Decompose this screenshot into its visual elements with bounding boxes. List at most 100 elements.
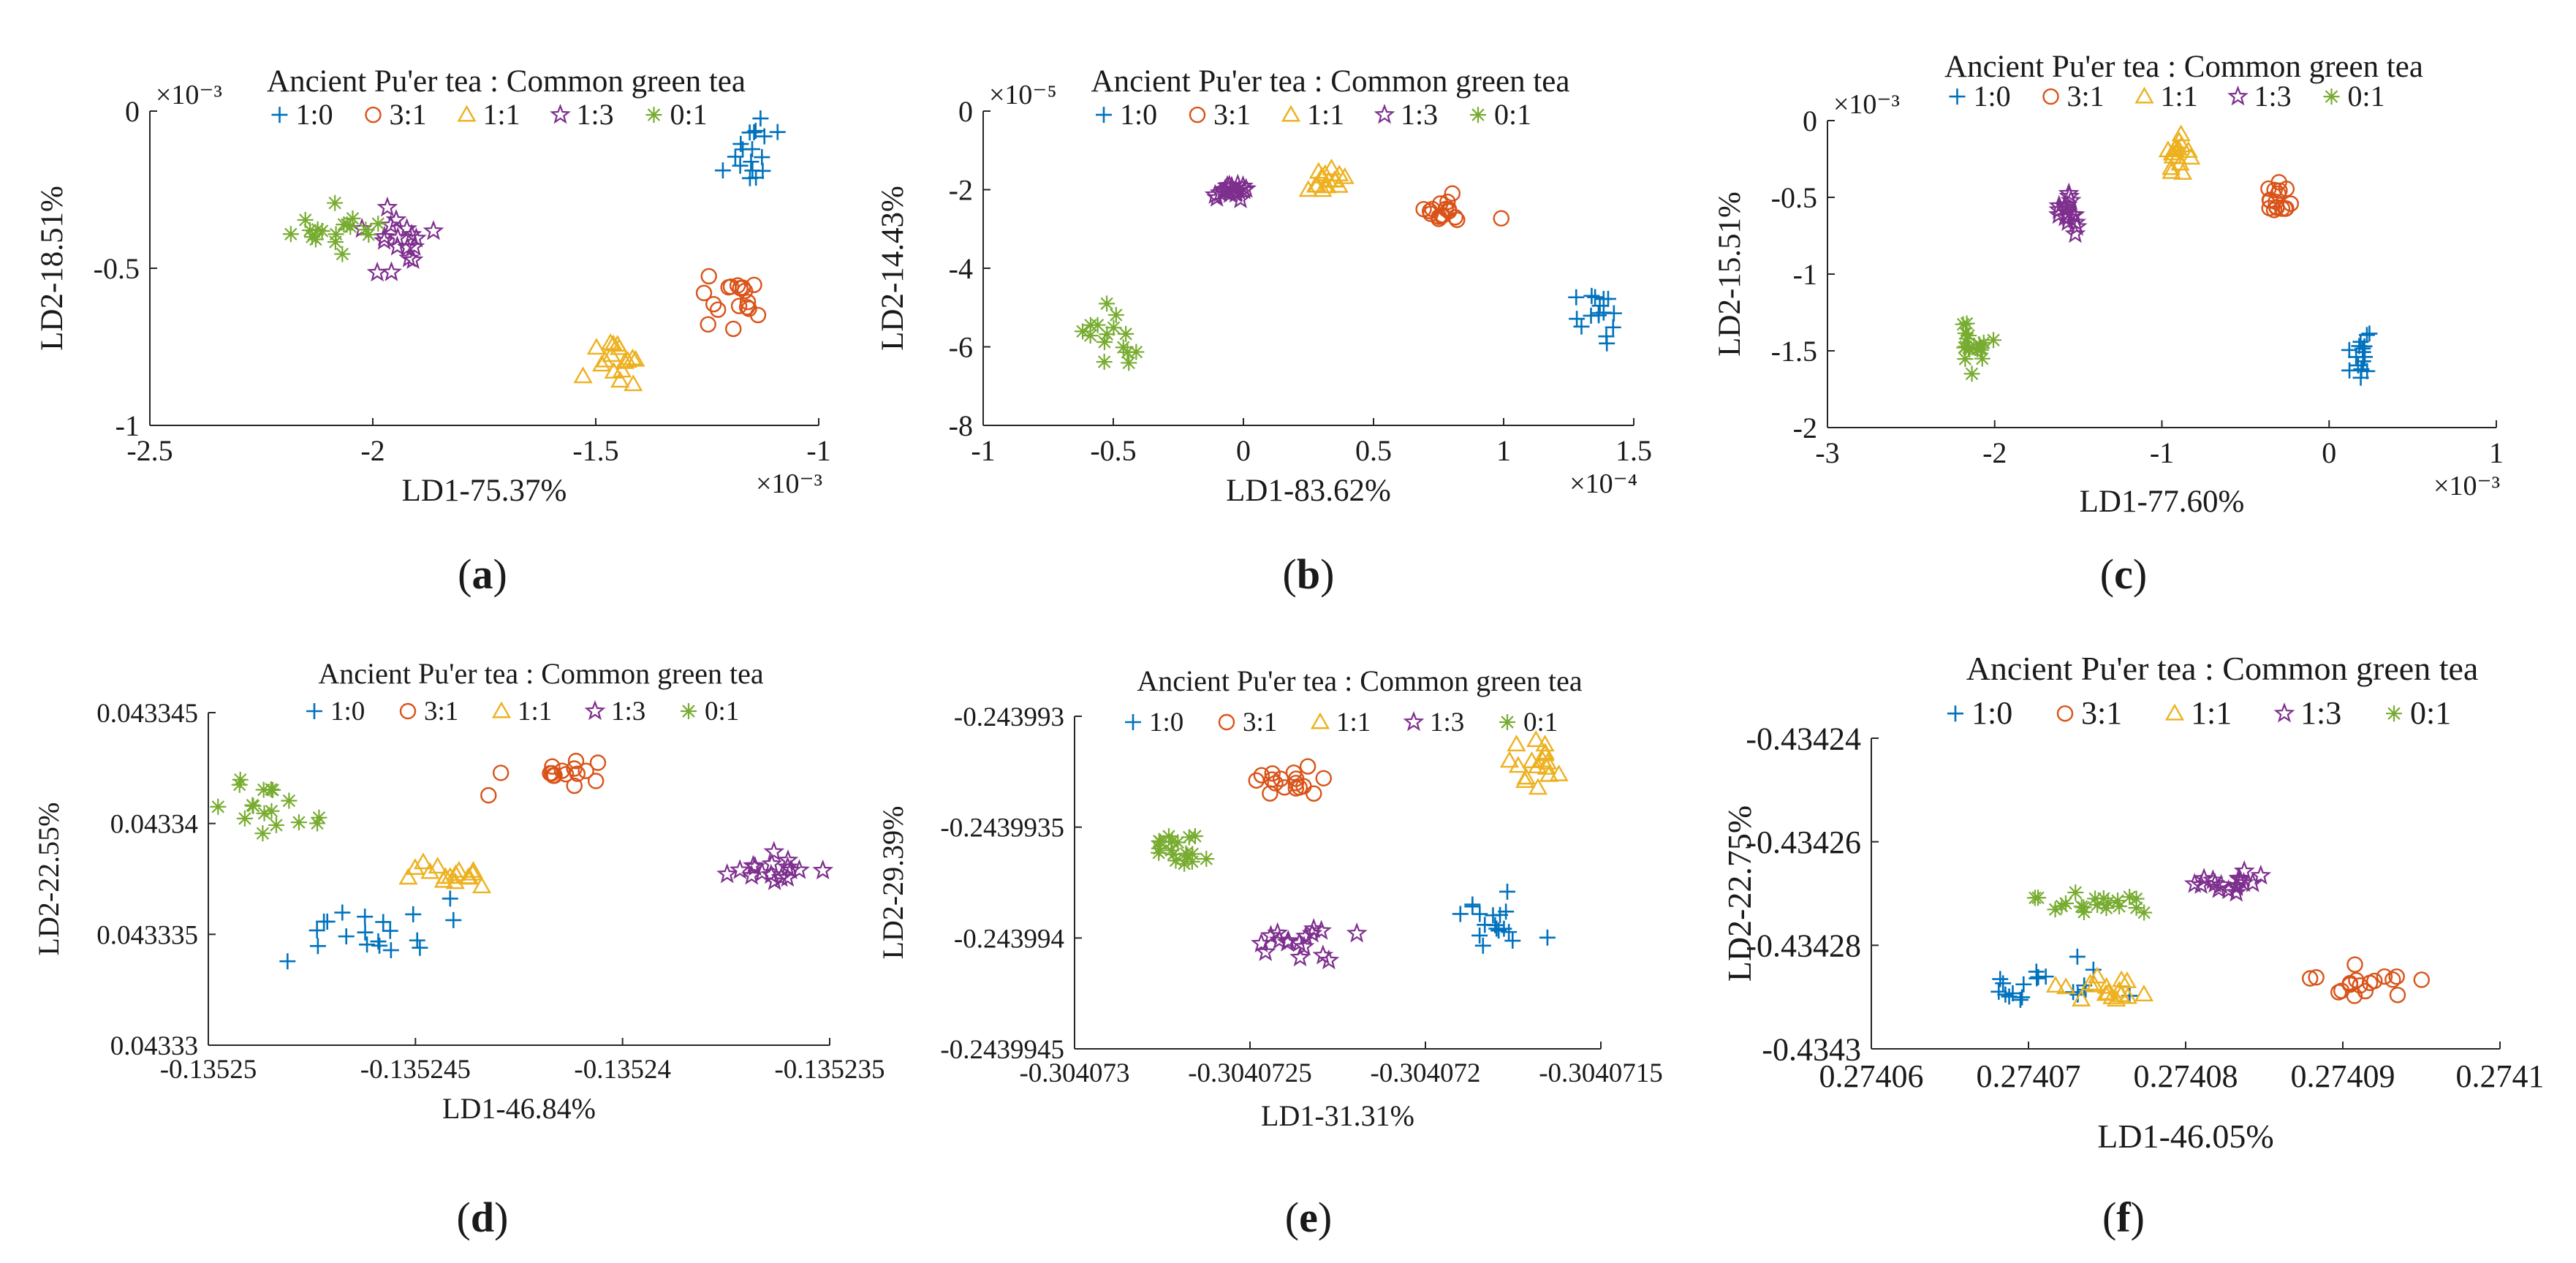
data-point (263, 803, 280, 819)
legend-label: 1:3 (2300, 695, 2341, 731)
data-point (2069, 948, 2086, 965)
series-0-1 (282, 194, 387, 262)
data-point (1490, 922, 1507, 939)
x-tick-label: -3 (1815, 436, 1839, 469)
data-point (1346, 922, 1368, 943)
data-point (716, 862, 738, 884)
data-point (1298, 180, 1318, 197)
data-point (1248, 772, 1265, 789)
legend-marker-icon (1189, 106, 1206, 124)
data-point (2388, 968, 2405, 985)
legend-entry-1-3: 1:3 (550, 98, 614, 131)
legend-label: 1:1 (1307, 98, 1344, 131)
data-point (357, 924, 374, 941)
legend-marker-icon (681, 703, 697, 719)
x-tick-label: 1 (1496, 434, 1511, 467)
data-point (316, 913, 333, 930)
data-point (1499, 883, 1516, 900)
data-point (409, 932, 425, 949)
data-point (1583, 287, 1600, 304)
data-point (1105, 319, 1122, 336)
data-point (2225, 881, 2247, 902)
series-0-1 (1151, 827, 1215, 872)
y-tick-label: 0.043345 (96, 699, 198, 729)
data-point (1330, 164, 1349, 182)
data-point (433, 871, 453, 888)
data-point (459, 867, 479, 884)
data-point (2346, 956, 2363, 973)
x-tick-label: -2.5 (126, 434, 173, 467)
panel-f: 0.27406 0.27407 0.27408 0.27409 0.2741 -0.434… (1721, 650, 2545, 1241)
x-tick-label: -0.135235 (774, 1055, 884, 1085)
legend-marker-icon (2164, 703, 2185, 721)
legend-title: Ancient Pu'er tea : Common green tea (1091, 64, 1570, 99)
data-point (1311, 919, 1332, 940)
y-tick-label: -0.5 (94, 252, 140, 285)
data-point (1107, 306, 1124, 323)
data-point (2341, 974, 2359, 992)
x-exponent-label: ×10⁻³ (756, 469, 822, 499)
data-point (2271, 182, 2288, 200)
data-point (370, 216, 387, 232)
data-point (714, 162, 731, 179)
x-exponent-label: ×10⁻³ (2433, 471, 2500, 501)
data-point (309, 221, 326, 238)
x-exponent-label: ×10⁻⁴ (1569, 469, 1637, 499)
legend-label: 0:1 (2348, 80, 2385, 113)
panel-label: (e) (1285, 1194, 1332, 1241)
data-point (1997, 986, 2014, 1003)
legend-label: 1:1 (518, 697, 552, 727)
y-axis-label: LD2-15.51% (1713, 191, 1747, 357)
data-point (301, 222, 318, 239)
data-point (308, 922, 325, 938)
data-point (2183, 873, 2205, 893)
data-point (1082, 327, 1099, 344)
y-tick-label: 0.04334 (110, 810, 198, 840)
legend-label: 3:1 (1243, 708, 1277, 737)
data-point (2110, 892, 2126, 909)
data-point (1474, 937, 1491, 954)
data-point (2170, 131, 2189, 148)
data-point (309, 938, 326, 955)
data-point (471, 876, 492, 894)
data-point (1183, 853, 1200, 870)
data-point (1263, 771, 1281, 788)
data-point (1587, 289, 1604, 306)
legend-title: Ancient Pu'er tea : Common green tea (267, 64, 746, 99)
data-point (2352, 977, 2368, 994)
data-point (2065, 211, 2086, 232)
x-tick-label: 0 (1236, 434, 1251, 467)
data-point (1539, 929, 1556, 946)
data-point (1528, 756, 1548, 773)
legend-label: 1:0 (1149, 708, 1183, 737)
series-3-1 (480, 752, 607, 804)
data-point (1318, 949, 1340, 970)
data-point (1313, 180, 1333, 197)
legend-entry-0-1: 0:1 (645, 98, 708, 131)
y-axis-label: LD2-29.39% (876, 806, 909, 960)
data-point (1499, 751, 1520, 768)
data-point (756, 128, 773, 145)
series-1-0 (714, 110, 786, 186)
data-point (344, 210, 361, 227)
data-point (2202, 869, 2224, 890)
data-point (1118, 325, 1134, 342)
data-point (709, 301, 727, 318)
data-point (1260, 925, 1281, 945)
data-point (725, 320, 742, 338)
data-point (732, 135, 749, 152)
legend-entry-0-1: 0:1 (1499, 708, 1558, 737)
data-point (413, 852, 433, 870)
data-point (2045, 976, 2066, 993)
legend-label: 1:0 (1974, 80, 2011, 113)
legend-marker-icon (2042, 88, 2059, 105)
data-point (1956, 339, 1973, 356)
y-axis-label: LD2-14.43% (876, 186, 910, 351)
legend-entry-0-1: 0:1 (681, 697, 739, 727)
x-tick-label: -0.5 (1090, 434, 1136, 467)
data-point (445, 911, 462, 928)
data-point (2357, 982, 2374, 1000)
data-point (2162, 162, 2181, 179)
legend-marker-icon (1949, 88, 1966, 105)
series-1-1 (398, 852, 492, 894)
